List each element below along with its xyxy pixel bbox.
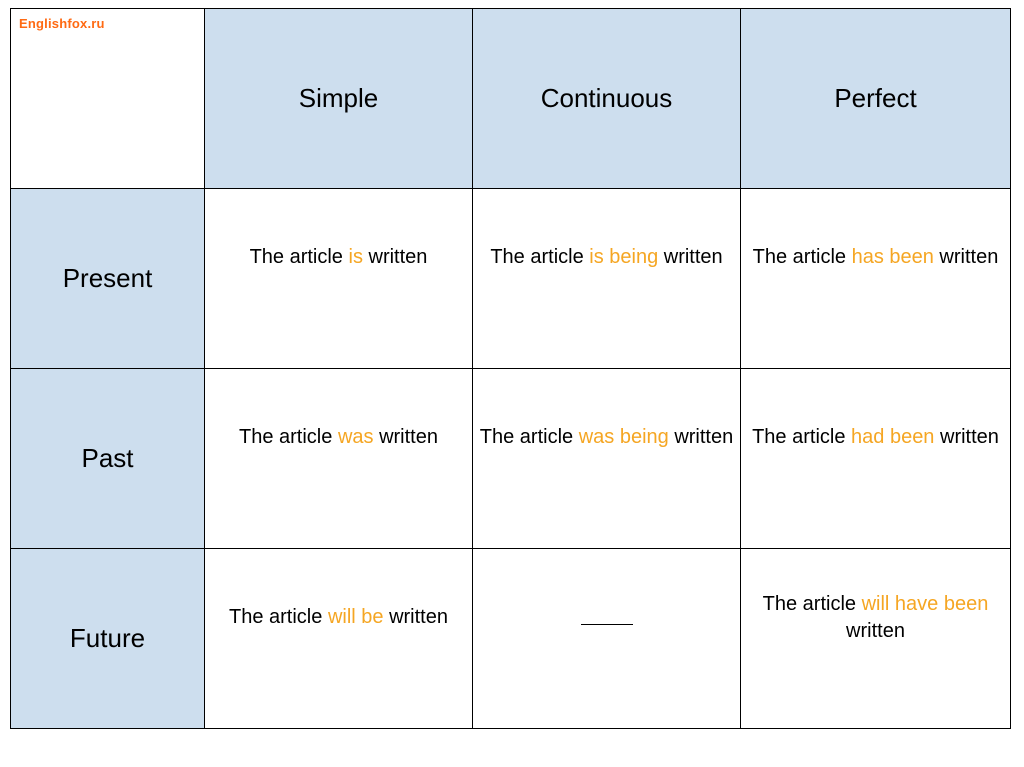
cell-text-post: written [846,620,905,642]
cell-past-continuous: The article was being written [473,369,741,549]
cell-future-continuous [473,549,741,729]
cell-text-aux: was [338,426,374,448]
cell-text-post: written [934,246,998,268]
cell-text-aux: had been [851,426,934,448]
col-header-continuous: Continuous [473,9,741,189]
tense-table: Englishfox.ru Simple Continuous Perfect … [10,8,1011,729]
cell-text-pre: The article [753,246,852,268]
row-present: Present The article is written The artic… [11,189,1011,369]
cell-text-aux: will have been [862,593,989,615]
cell-text-aux: was being [579,426,669,448]
cell-text-post: written [363,246,427,268]
cell-text-pre: The article [480,426,579,448]
cell-text-pre: The article [250,246,349,268]
cell-text-post: written [384,606,448,628]
header-row: Englishfox.ru Simple Continuous Perfect [11,9,1011,189]
cell-text-post: written [374,426,438,448]
cell-future-perfect: The article will have been written [741,549,1011,729]
corner-cell: Englishfox.ru [11,9,205,189]
cell-text-pre: The article [490,246,589,268]
col-header-simple: Simple [205,9,473,189]
cell-past-perfect: The article had been written [741,369,1011,549]
cell-past-simple: The article was written [205,369,473,549]
cell-present-perfect: The article has been written [741,189,1011,369]
row-future: Future The article will be written The a… [11,549,1011,729]
empty-dash [581,624,633,625]
row-past: Past The article was written The article… [11,369,1011,549]
cell-text-pre: The article [752,426,851,448]
cell-text-aux: has been [852,246,934,268]
cell-text-post: written [934,426,998,448]
cell-future-simple: The article will be written [205,549,473,729]
row-header-past: Past [11,369,205,549]
cell-text-pre: The article [239,426,338,448]
cell-text-pre: The article [763,593,862,615]
brand-label: Englishfox.ru [19,16,105,31]
col-header-perfect: Perfect [741,9,1011,189]
cell-text-aux: is being [589,246,658,268]
cell-text-aux: will be [328,606,384,628]
cell-text-post: written [658,246,722,268]
cell-text-post: written [669,426,733,448]
row-header-present: Present [11,189,205,369]
cell-present-continuous: The article is being written [473,189,741,369]
cell-text-pre: The article [229,606,328,628]
row-header-future: Future [11,549,205,729]
cell-present-simple: The article is written [205,189,473,369]
table-container: Englishfox.ru Simple Continuous Perfect … [0,0,1024,749]
cell-text-aux: is [349,246,363,268]
